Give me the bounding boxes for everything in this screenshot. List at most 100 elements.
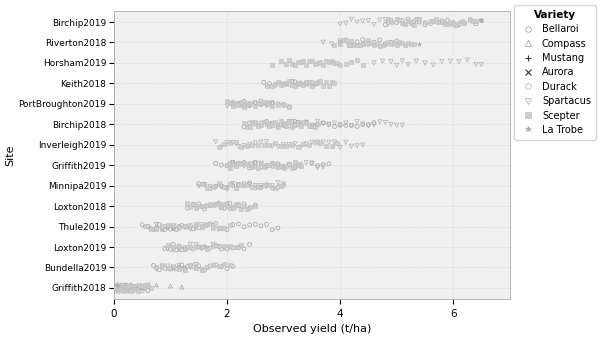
Point (211, 183, 220, 189)
Point (302, 141, 311, 147)
Point (347, 43, 356, 48)
Point (307, 37, 317, 43)
Point (132, 286, 141, 292)
Bellaroi (465, 17, 475, 22)
Point (228, 245, 238, 251)
Point (180, 247, 190, 252)
Point (358, 121, 368, 127)
Spartacus (369, 22, 379, 27)
Point (194, 244, 203, 250)
Point (208, 243, 218, 249)
Durack (112, 283, 122, 288)
Point (302, 160, 311, 165)
Point (225, 222, 235, 228)
Point (344, 42, 353, 48)
Point (293, 59, 303, 64)
Point (293, 144, 303, 150)
Point (273, 101, 283, 106)
Point (211, 185, 220, 190)
Aurora (321, 17, 330, 23)
Point (318, 164, 328, 170)
Point (143, 283, 153, 288)
Point (302, 79, 311, 84)
Point (194, 144, 203, 150)
Point (242, 102, 252, 108)
Point (234, 162, 243, 167)
Point (191, 205, 200, 211)
Point (276, 81, 285, 86)
Durack (129, 288, 138, 293)
Point (386, 59, 396, 64)
Point (197, 268, 206, 273)
Point (177, 206, 187, 211)
Point (231, 202, 240, 207)
Point (211, 161, 220, 166)
Point (335, 42, 345, 47)
Point (126, 222, 135, 228)
Point (355, 42, 365, 48)
Point (208, 223, 218, 228)
Point (237, 206, 246, 211)
Point (245, 160, 255, 165)
Point (386, 122, 396, 127)
Point (205, 202, 215, 207)
Point (367, 40, 376, 46)
Point (262, 119, 272, 124)
Point (372, 41, 382, 47)
Point (279, 82, 288, 87)
Point (262, 102, 272, 107)
Point (219, 225, 229, 231)
Point (247, 185, 257, 190)
Point (315, 140, 325, 146)
Point (182, 139, 192, 144)
Point (253, 143, 263, 148)
Point (279, 102, 288, 107)
Point (174, 265, 184, 270)
Point (310, 82, 320, 87)
Point (344, 42, 353, 48)
Point (163, 246, 173, 252)
Point (237, 103, 246, 108)
Point (296, 162, 305, 168)
Point (135, 288, 144, 293)
Point (279, 81, 288, 86)
Point (245, 120, 255, 126)
Point (228, 162, 238, 167)
Spartacus (347, 17, 356, 22)
Point (299, 82, 308, 87)
Point (250, 183, 260, 188)
Point (250, 121, 260, 127)
Point (202, 223, 212, 228)
Point (321, 58, 330, 63)
Point (174, 184, 184, 190)
Point (208, 202, 218, 208)
Compass (177, 284, 187, 290)
Durack (132, 283, 141, 289)
Point (279, 122, 288, 127)
Point (330, 139, 340, 144)
Point (296, 123, 305, 129)
Point (169, 225, 178, 230)
Point (332, 140, 342, 146)
Point (265, 142, 275, 148)
Durack (117, 283, 127, 288)
Point (217, 144, 226, 150)
Point (191, 185, 200, 190)
Point (174, 226, 184, 232)
Point (202, 185, 212, 191)
Point (352, 39, 362, 45)
Point (154, 163, 164, 169)
Point (267, 120, 277, 126)
Point (284, 79, 294, 84)
Point (228, 181, 238, 186)
Point (307, 160, 317, 166)
Point (115, 287, 125, 292)
Point (197, 224, 206, 230)
Point (284, 142, 294, 147)
Point (406, 41, 415, 47)
Point (239, 104, 249, 109)
Point (163, 160, 173, 166)
Point (188, 202, 198, 207)
Point (182, 200, 192, 206)
Point (222, 140, 232, 145)
